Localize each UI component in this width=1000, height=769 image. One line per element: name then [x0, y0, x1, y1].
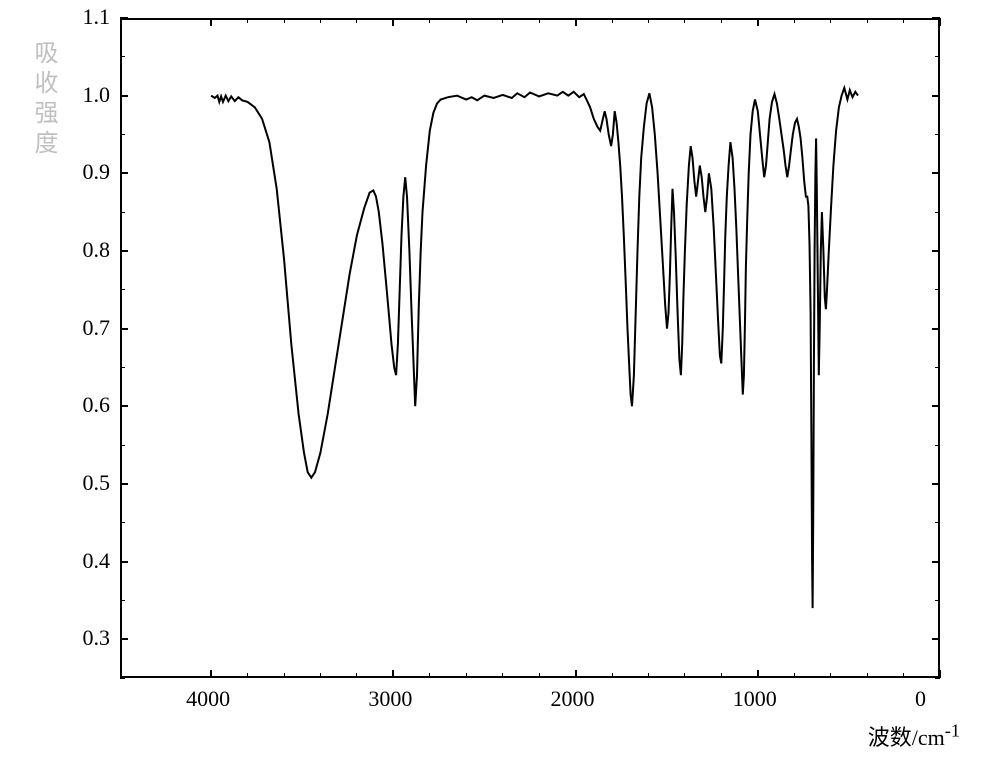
- x-minor-tick: [284, 673, 285, 678]
- x-minor-tick: [502, 673, 503, 678]
- y-minor-tick: [120, 56, 125, 57]
- y-tick: [932, 250, 940, 252]
- x-tick: [392, 670, 394, 678]
- y-minor-tick: [120, 600, 125, 601]
- y-minor-tick: [935, 134, 940, 135]
- y-minor-tick: [120, 445, 125, 446]
- y-tick: [932, 483, 940, 485]
- x-minor-tick: [429, 673, 430, 678]
- x-tick-label: 0: [915, 686, 926, 712]
- x-tick: [939, 18, 941, 26]
- x-minor-tick: [794, 673, 795, 678]
- y-minor-tick: [935, 56, 940, 57]
- y-tick: [932, 328, 940, 330]
- x-minor-tick: [466, 673, 467, 678]
- y-tick-label: 0.6: [83, 392, 111, 418]
- x-minor-tick: [466, 18, 467, 23]
- x-minor-tick: [247, 18, 248, 23]
- x-minor-tick: [903, 18, 904, 23]
- x-minor-tick: [356, 673, 357, 678]
- x-minor-tick: [539, 18, 540, 23]
- ir-spectrum-figure: 吸收强度 波数/cm-1 0.30.40.50.60.70.80.91.01.1…: [0, 0, 1000, 769]
- x-minor-tick: [794, 18, 795, 23]
- y-minor-tick: [120, 212, 125, 213]
- y-tick: [932, 638, 940, 640]
- y-tick-label: 0.8: [83, 237, 111, 263]
- y-tick-label: 1.0: [83, 82, 111, 108]
- x-minor-tick: [648, 673, 649, 678]
- y-minor-tick: [935, 367, 940, 368]
- y-tick-label: 0.5: [83, 470, 111, 496]
- y-tick: [932, 95, 940, 97]
- x-minor-tick: [684, 18, 685, 23]
- x-tick: [757, 18, 759, 26]
- y-tick: [932, 172, 940, 174]
- y-minor-tick: [935, 289, 940, 290]
- y-minor-tick: [935, 600, 940, 601]
- y-tick: [120, 483, 128, 485]
- x-tick: [210, 18, 212, 26]
- y-tick: [120, 172, 128, 174]
- y-minor-tick: [935, 212, 940, 213]
- x-tick: [575, 670, 577, 678]
- x-minor-tick: [247, 673, 248, 678]
- x-tick-label: 2000: [551, 686, 595, 712]
- y-minor-tick: [935, 522, 940, 523]
- x-tick: [392, 18, 394, 26]
- x-minor-tick: [867, 673, 868, 678]
- y-tick-label: 0.4: [83, 548, 111, 574]
- x-minor-tick: [830, 18, 831, 23]
- x-minor-tick: [320, 18, 321, 23]
- y-minor-tick: [120, 134, 125, 135]
- x-minor-tick: [502, 18, 503, 23]
- y-tick-label: 0.7: [83, 315, 111, 341]
- x-minor-tick: [429, 18, 430, 23]
- spectrum-trace-layer: [0, 0, 1000, 769]
- x-minor-tick: [612, 18, 613, 23]
- x-tick: [939, 670, 941, 678]
- x-tick-label: 4000: [186, 686, 230, 712]
- x-minor-tick: [721, 673, 722, 678]
- x-minor-tick: [684, 673, 685, 678]
- x-minor-tick: [903, 673, 904, 678]
- y-minor-tick: [120, 289, 125, 290]
- x-minor-tick: [721, 18, 722, 23]
- x-tick: [757, 670, 759, 678]
- y-tick: [120, 328, 128, 330]
- x-tick-label: 3000: [368, 686, 412, 712]
- y-minor-tick: [120, 367, 125, 368]
- y-tick: [932, 405, 940, 407]
- x-minor-tick: [284, 18, 285, 23]
- y-tick: [120, 405, 128, 407]
- y-tick-label: 0.3: [83, 625, 111, 651]
- y-tick: [120, 250, 128, 252]
- y-tick-label: 1.1: [83, 4, 111, 30]
- x-tick: [210, 670, 212, 678]
- spectrum-trace: [211, 88, 858, 608]
- y-tick: [120, 638, 128, 640]
- y-tick: [120, 561, 128, 563]
- x-minor-tick: [320, 673, 321, 678]
- y-tick: [120, 95, 128, 97]
- x-minor-tick: [612, 673, 613, 678]
- y-minor-tick: [120, 678, 125, 679]
- x-minor-tick: [830, 673, 831, 678]
- x-minor-tick: [648, 18, 649, 23]
- y-tick: [120, 17, 128, 19]
- x-tick: [575, 18, 577, 26]
- y-minor-tick: [120, 522, 125, 523]
- y-minor-tick: [935, 445, 940, 446]
- x-minor-tick: [356, 18, 357, 23]
- x-minor-tick: [867, 18, 868, 23]
- x-minor-tick: [539, 673, 540, 678]
- x-tick-label: 1000: [733, 686, 777, 712]
- y-tick-label: 0.9: [83, 159, 111, 185]
- y-tick: [932, 561, 940, 563]
